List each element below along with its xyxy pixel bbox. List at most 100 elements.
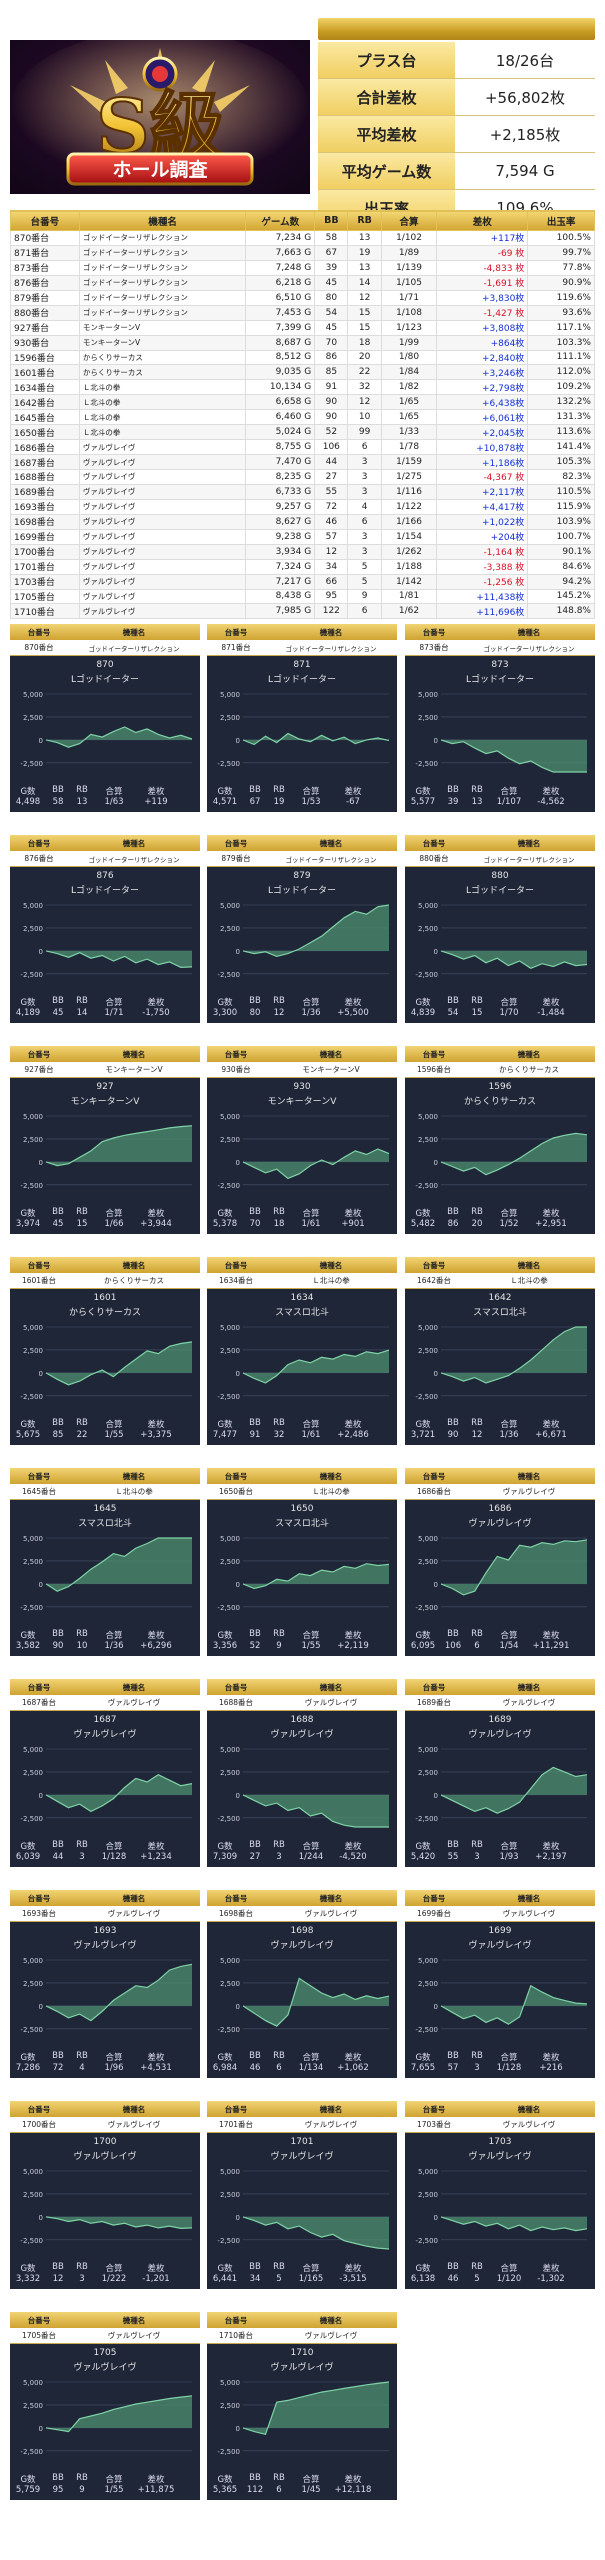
stat-header: 差枚 [542, 1631, 560, 1641]
stat-header: G数 [217, 998, 233, 1008]
stat-header: G数 [20, 1631, 36, 1641]
card-number-header: 台番号 [27, 1049, 51, 1059]
stat-header: 合算 [302, 1209, 320, 1219]
stat-header: G数 [20, 1209, 36, 1219]
table-row: 1701番台 ヴァルヴレイヴ 7,324 G 34 5 1/188 -3,388 枚 84.6… [10, 558, 595, 575]
stat-header: 差枚 [344, 1209, 362, 1219]
stat-value: 45 [52, 1008, 64, 1018]
card-info: 1700番台 ヴァルヴレイヴ [10, 2117, 200, 2133]
stat-header: RB [471, 1207, 483, 1217]
y-tick-label: 5,000 [220, 2168, 240, 2176]
table-cell: 1710番台 [10, 603, 80, 620]
y-tick-label: 0 [236, 1159, 240, 1167]
stat-value: 7,655 [410, 2063, 436, 2073]
stat-value: 3,332 [15, 2274, 41, 2284]
stat-header: G数 [415, 787, 431, 797]
table-cell: 103.9% [527, 513, 595, 530]
stat-header: 差枚 [344, 787, 362, 797]
stat-header: 差枚 [344, 2475, 362, 2485]
table-row: 876番台 ゴッドイーターリザレクション 6,218 G 45 14 1/105 -1,69… [10, 274, 595, 291]
stat-header: BB [52, 2051, 64, 2061]
table-cell: 19 [347, 244, 382, 261]
graph-title: Lゴッドイーター [70, 886, 139, 896]
card-number-header: 台番号 [224, 1260, 248, 1270]
table-cell: 106 [314, 439, 349, 456]
stat-value: 1/70 [499, 1008, 519, 1018]
stat-value: 1/36 [104, 1641, 124, 1651]
table-cell: 1596番台 [10, 349, 80, 366]
machine-graph-card: 台番号 機種名 1686番台 ヴァルヴレイヴ 1686 ヴァルヴレイヴ 5,000 2,500… [405, 1468, 595, 1656]
card-header: 台番号 機種名 [207, 2312, 397, 2328]
table-cell: 1/84 [380, 364, 438, 381]
table-cell: +6,061枚 [436, 409, 529, 426]
stat-header: BB [52, 1840, 64, 1850]
stat-header: 合算 [500, 1842, 518, 1852]
stat-value: 15 [471, 1008, 483, 1018]
stat-header: RB [273, 2473, 285, 2483]
table-cell: 1686番台 [10, 439, 80, 456]
stat-value: 1/61 [301, 1219, 321, 1229]
stat-value: 1/45 [301, 2485, 321, 2495]
stat-value: 6,039 [15, 1852, 41, 1862]
y-tick-label: 5,000 [220, 1957, 240, 1965]
table-cell: -4,367 枚 [436, 469, 529, 485]
table-cell: -1,427 枚 [436, 304, 529, 321]
card-unit: 1634番台 [218, 1276, 254, 1285]
y-tick-label: 5,000 [418, 1324, 438, 1332]
summary-label: 合計差枚 [318, 79, 455, 115]
card-header: 台番号 機種名 [405, 2101, 595, 2117]
y-tick-label: 0 [39, 948, 43, 956]
stat-value: 1/96 [104, 2063, 124, 2073]
table-cell: 1/188 [380, 558, 438, 575]
stat-value: +119 [144, 797, 168, 807]
card-unit: 1642番台 [416, 1276, 452, 1285]
stat-header: G数 [217, 1842, 233, 1852]
card-number-header: 台番号 [27, 1471, 51, 1481]
stat-header: RB [273, 1629, 285, 1639]
table-cell: 5 [347, 573, 382, 590]
stat-value: 5 [276, 2274, 282, 2284]
table-cell: -69 枚 [436, 244, 529, 261]
graph-line [45, 726, 193, 748]
graph-title: スマスロ北斗 [275, 1308, 329, 1318]
card-stats: G数 BB RB 合算 差枚 3,332 12 3 1/222 -1,201 [10, 2262, 200, 2284]
table-row: 1687番台 ヴァルヴレイヴ 7,470 G 44 3 1/159 +1,186枚 105.3… [10, 454, 595, 470]
graph-title: ヴァルヴレイヴ [468, 1730, 532, 1740]
graph-number: 1634 [290, 1293, 314, 1303]
card-model-header: 機種名 [517, 838, 541, 848]
table-cell: 86 [314, 349, 349, 366]
card-model: ヴァルヴレイヴ [502, 2120, 556, 2129]
y-tick-label: -2,500 [415, 2026, 438, 2034]
stat-value: 6 [276, 2485, 282, 2495]
table-cell: +6,438枚 [436, 394, 529, 411]
summary-row: プラス台 18/26台 [318, 42, 595, 79]
y-tick-label: -2,500 [20, 1393, 43, 1401]
card-model: ヴァルヴレイヴ [304, 1698, 358, 1707]
table-row: 1634番台 Ｌ北斗の拳 10,134 G 91 32 1/82 +2,798枚 109.2% [10, 379, 595, 396]
stat-value: 27 [249, 1852, 261, 1862]
logo-banner-text: ホール調査 [112, 158, 208, 181]
table-row: 1642番台 Ｌ北斗の拳 6,658 G 90 12 1/65 +6,438枚 132.2% [10, 394, 595, 411]
card-stats: G数 BB RB 合算 差枚 5,577 39 13 1/107 -4,562 [405, 785, 595, 807]
card-model-header: 機種名 [122, 627, 146, 637]
stat-value: 5,378 [212, 1219, 238, 1229]
table-cell: ヴァルヴレイヴ [78, 543, 247, 560]
stat-value: -3,515 [339, 2274, 367, 2284]
table-cell: 1/102 [380, 230, 438, 246]
card-unit: 927番台 [24, 1065, 54, 1074]
stat-header: G数 [415, 1209, 431, 1219]
table-cell: 1/71 [380, 289, 438, 306]
table-cell: 45 [314, 274, 349, 291]
card-model-header: 機種名 [319, 1049, 343, 1059]
stat-header: 差枚 [147, 998, 165, 1008]
y-tick-label: 5,000 [220, 1113, 240, 1121]
stat-value: 1/222 [101, 2274, 127, 2284]
machine-graph-card: 台番号 機種名 1634番台 Ｌ北斗の拳 1634 スマスロ北斗 5,000 2,500 0 -2… [207, 1257, 397, 1445]
y-tick-label: 5,000 [23, 1957, 43, 1965]
stat-header: BB [447, 2262, 459, 2272]
stat-value: 58 [52, 797, 64, 807]
graph-number: 1650 [290, 1504, 314, 1514]
y-tick-label: 2,500 [220, 714, 240, 722]
graph-area [243, 2216, 389, 2249]
stat-value: 1/107 [496, 797, 522, 807]
